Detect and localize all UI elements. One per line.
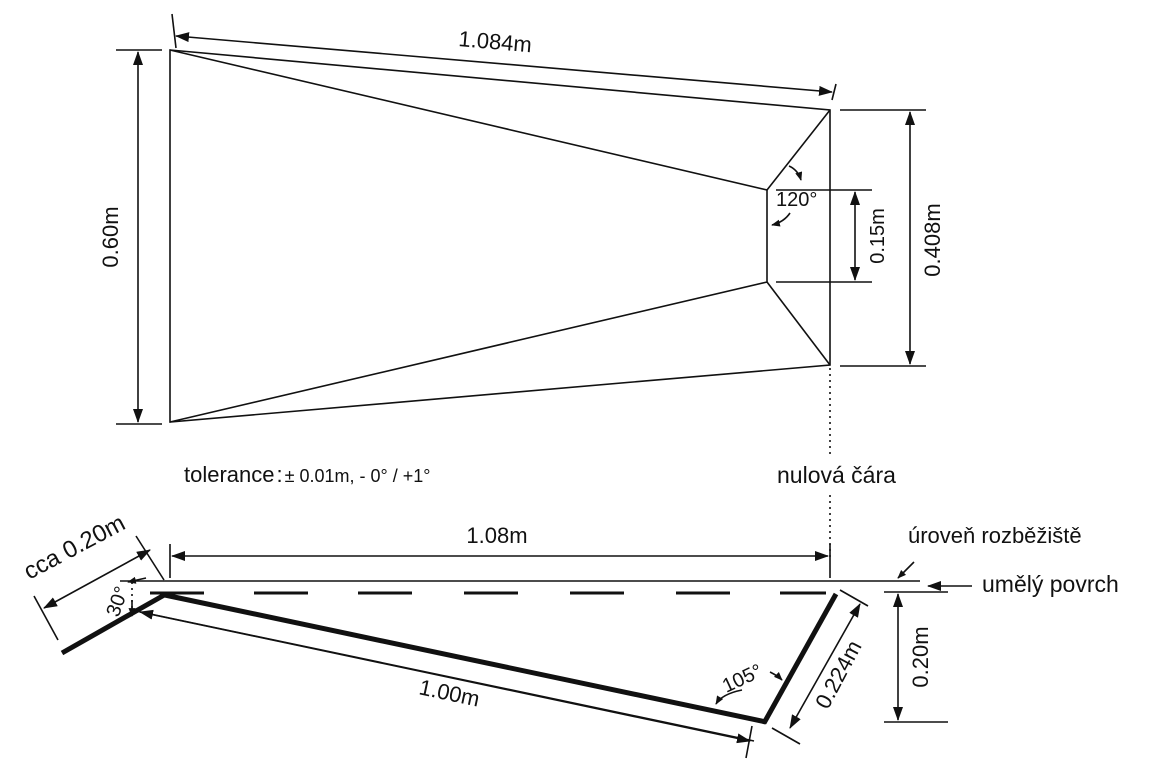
angle-arc-bottom [771, 212, 791, 227]
front-height-dimension-line [789, 603, 861, 729]
angle-label: 120° [776, 189, 817, 211]
back-length-label: cca 0.20m [19, 509, 129, 585]
angle-105-label: 105° [719, 660, 766, 697]
runway-level-pointer [897, 561, 915, 579]
length-dimension-line [175, 32, 833, 96]
bottom-length-label: 1.00m [417, 674, 482, 711]
length-label: 1.084m [458, 26, 533, 57]
back-length-dimension-line [43, 549, 151, 609]
front-height-label: 0.224m [810, 636, 867, 713]
bottom-bevel-line [766, 281, 831, 366]
side-view: 1.08m 1.00m 0.224m 0.20m cca 0.20m 30° 1… [19, 509, 1119, 759]
zero-line-label: nulová čára [777, 462, 896, 488]
angle-30-arrow-top [127, 576, 147, 584]
angle-105-arc [715, 689, 743, 705]
top-view-outline [169, 49, 831, 423]
side-length-label: 1.08m [466, 523, 527, 548]
inner-width-label: 0.15m [867, 208, 889, 264]
tolerance-text: tolerance: ± 0.01m, - 0° / +1° [184, 462, 430, 487]
runway-level-label: úroveň rozběžiště [908, 523, 1082, 548]
angle-105-arrow [769, 671, 783, 681]
back-width-label: 0.60m [98, 206, 123, 267]
front-width-label: 0.408m [920, 203, 945, 276]
angle-arc-top [788, 165, 803, 181]
tolerance-value: ± 0.01m, - 0° / +1° [285, 466, 431, 486]
bottom-length-dimension-line [139, 609, 751, 744]
tolerance-separator: : [277, 462, 283, 487]
artificial-surface-label: umělý povrch [982, 571, 1119, 597]
tolerance-label: tolerance [184, 462, 275, 487]
top-view-inner-groove [169, 49, 768, 423]
top-view: 1.084m 0.60m 0.408m 0.15m 120° [98, 13, 945, 425]
top-bevel-line [766, 109, 831, 191]
depth-label: 0.20m [908, 626, 933, 687]
